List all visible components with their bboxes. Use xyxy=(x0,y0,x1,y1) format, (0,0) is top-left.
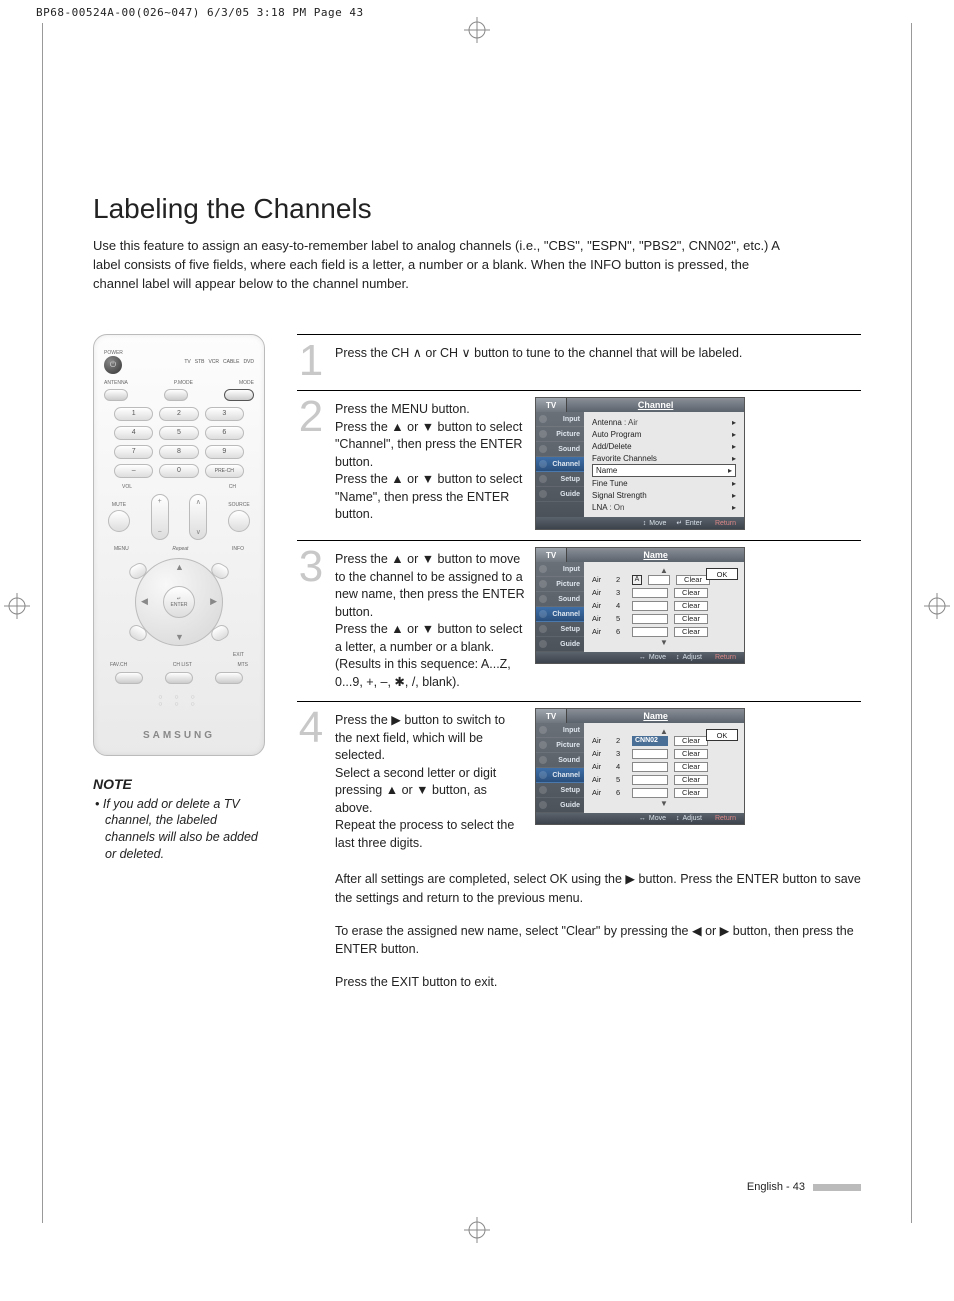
source-button xyxy=(228,510,250,532)
note-heading: NOTE xyxy=(93,776,265,792)
registration-mark-right xyxy=(924,593,950,619)
divider xyxy=(297,334,861,335)
intro-paragraph: Use this feature to assign an easy-to-re… xyxy=(93,237,793,294)
closing-p3: Press the EXIT button to exit. xyxy=(335,973,861,992)
page-title: Labeling the Channels xyxy=(93,193,861,225)
chlist-button xyxy=(165,672,193,684)
closing-p1: After all settings are completed, select… xyxy=(335,870,861,908)
divider xyxy=(297,701,861,702)
step-number-1: 1 xyxy=(297,341,325,381)
mts-button xyxy=(215,672,243,684)
osd-name-menu-1: TVNameInputPictureSoundChannelSetupGuide… xyxy=(535,547,745,664)
divider xyxy=(297,540,861,541)
step-number-2: 2 xyxy=(297,397,325,437)
crop-mark-bottom xyxy=(464,1217,490,1243)
power-icon: ⏻ xyxy=(104,356,122,374)
mute-button xyxy=(108,510,130,532)
step-2: 2 Press the MENU button. Press the ▲ or … xyxy=(297,393,861,540)
registration-mark-left xyxy=(4,593,30,619)
remote-illustration: POWER ⏻ TV STB VCR CABLE DVD xyxy=(93,334,265,756)
note-block: NOTE • If you add or delete a TV channel… xyxy=(93,776,265,864)
remote-dpad: ▲ ▼ ◀ ▶ ↵ ENTER xyxy=(135,558,223,646)
remote-dots: ○ ○ ○○ ○ ○ xyxy=(104,694,254,708)
remote-mode-labels: TV STB VCR CABLE DVD xyxy=(184,359,254,365)
pmode-button xyxy=(164,389,188,401)
crop-mark-top xyxy=(464,17,490,43)
mode-button xyxy=(224,389,254,401)
footer-bar-icon xyxy=(813,1184,861,1191)
remote-power-label: POWER xyxy=(104,350,123,356)
step-1-text: Press the CH ∧ or CH ∨ button to tune to… xyxy=(335,341,755,363)
step-1: 1 Press the CH ∧ or CH ∨ button to tune … xyxy=(297,337,861,391)
note-text: • If you add or delete a TV channel, the… xyxy=(93,796,265,864)
step-4: 4 Press the ▶ button to switch to the ne… xyxy=(297,704,861,862)
step-3: 3 Press the ▲ or ▼ button to move to the… xyxy=(297,543,861,701)
remote-brand: SAMSUNG xyxy=(104,730,254,741)
osd-channel-menu: TVChannelInputPictureSoundChannelSetupGu… xyxy=(535,397,745,530)
step-number-3: 3 xyxy=(297,547,325,587)
osd-name-menu-2: TVNameInputPictureSoundChannelSetupGuide… xyxy=(535,708,745,825)
step-number-4: 4 xyxy=(297,708,325,748)
antenna-button xyxy=(104,389,128,401)
step-3-text: Press the ▲ or ▼ button to move to the c… xyxy=(335,547,525,691)
divider xyxy=(297,390,861,391)
closing-p2: To erase the assigned new name, select "… xyxy=(335,922,861,960)
page-footer: English - 43 xyxy=(747,1181,861,1193)
ch-rocker: ∧∨ xyxy=(189,494,207,540)
closing-paragraphs: After all settings are completed, select… xyxy=(297,870,861,992)
vol-rocker: +− xyxy=(151,494,169,540)
step-4-text: Press the ▶ button to switch to the next… xyxy=(335,708,525,852)
step-2-text: Press the MENU button. Press the ▲ or ▼ … xyxy=(335,397,525,524)
favch-button xyxy=(115,672,143,684)
remote-numpad: 1 2 3 4 5 6 7 8 9 – 0 PRE-CH xyxy=(114,407,244,478)
